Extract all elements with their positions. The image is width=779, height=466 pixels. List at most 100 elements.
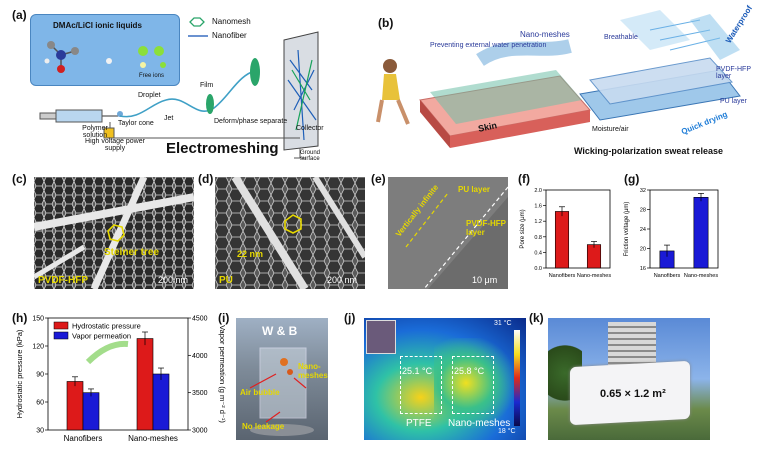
deform-label: Deform/phase separate bbox=[214, 118, 288, 125]
x-tick-label: Nanofibers bbox=[549, 273, 576, 279]
taylor-cone-label: Taylor cone bbox=[118, 120, 154, 127]
panel-label-c: (c) bbox=[12, 172, 27, 186]
panel-label-g: (g) bbox=[624, 172, 640, 186]
panel-label-f: (f) bbox=[518, 172, 530, 186]
panel-label-h: (h) bbox=[12, 311, 28, 325]
polymer-solution-label: Polymer solution bbox=[82, 125, 108, 139]
cross-section-texture bbox=[388, 177, 508, 289]
legend-swatch bbox=[53, 321, 69, 330]
inset-photo bbox=[366, 320, 396, 354]
material-label-c: PVDF-HFP bbox=[38, 275, 88, 286]
wicking-caption: Wicking-polarization sweat release bbox=[574, 146, 723, 156]
temp-min: 18 °C bbox=[498, 428, 516, 435]
panel-label-k: (k) bbox=[529, 311, 544, 325]
jet-label: Jet bbox=[164, 115, 174, 122]
y-tick-label: 30 bbox=[36, 428, 44, 435]
preventing-label: Preventing external water penetration bbox=[430, 42, 547, 49]
wb-title: W & B bbox=[262, 324, 298, 338]
mesh-texture-c bbox=[34, 177, 194, 289]
bar-hydrostatic-pressure bbox=[136, 338, 154, 431]
y-tick-label: 2.0 bbox=[534, 188, 542, 194]
temp-max: 31 °C bbox=[494, 320, 512, 327]
y-tick-label: 20 bbox=[640, 247, 646, 253]
y2-tick-label: 4500 bbox=[192, 316, 208, 323]
ptfe-sample-box bbox=[400, 356, 442, 414]
y2-tick-label: 3000 bbox=[192, 428, 208, 435]
color-scale bbox=[514, 330, 520, 426]
moisture-label: Moisture/air bbox=[592, 126, 629, 133]
sem-image-e: Vertically infinite PU layer PVDF-HFP la… bbox=[388, 177, 508, 289]
ionic-liquid-inset: DMAc/LiCl ionic liquids Free ions bbox=[30, 14, 180, 86]
pore-size-chart: 0.0 0.4 0.8 1.2 1.6 2.0 Nanofibers Nano-meshes P… bbox=[520, 188, 611, 279]
x-tick-label: Nano-meshes bbox=[128, 434, 178, 443]
nanofiber-icon bbox=[188, 35, 208, 37]
panel-label-e: (e) bbox=[371, 172, 386, 186]
breathable-label: Breathable bbox=[604, 34, 638, 41]
legend-nanofiber: Nanofiber bbox=[212, 31, 247, 40]
chart-h: 30 60 90 120 150 3000 3500 4000 4500 Nanofibers Na… bbox=[14, 312, 227, 452]
bar-vapor-permeation bbox=[82, 392, 100, 431]
y-tick-label: 1.6 bbox=[534, 204, 542, 210]
mesh-texture-d bbox=[215, 177, 365, 289]
y-axis-label: Pore size (μm) bbox=[520, 209, 526, 248]
plot-frame bbox=[545, 189, 611, 269]
sem-image-c: Steiner tree PVDF-HFP 200 nm bbox=[34, 177, 194, 289]
free-ions-label: Free ions bbox=[139, 73, 165, 79]
nanomesh-icon bbox=[189, 17, 205, 27]
electromeshing-diagram bbox=[39, 31, 319, 159]
bar-vapor-permeation bbox=[152, 373, 170, 431]
panel-label-a: (a) bbox=[12, 8, 27, 22]
y-tick-label: 16 bbox=[640, 266, 646, 272]
y-tick-label: 1.2 bbox=[534, 219, 542, 225]
pvdf-layer-label-e: PVDF-HFP layer bbox=[466, 219, 506, 237]
nanomesh-sample-box bbox=[452, 356, 494, 414]
y-axis-label: Hydrostatic pressure (kPa) bbox=[15, 329, 24, 418]
beaker-illustration bbox=[249, 347, 314, 436]
panel-a: (a) DMAc/LiCl ionic liquids Free ions Na… bbox=[0, 0, 330, 165]
trend-arrow bbox=[85, 340, 129, 365]
y-tick-label: 0.0 bbox=[534, 266, 542, 272]
legend-nanomesh: Nanomesh bbox=[212, 17, 251, 26]
hydrostatic-vapor-chart: 30 60 90 120 150 3000 3500 4000 4500 Nanofibers Na… bbox=[15, 316, 227, 444]
bar-nano-meshes bbox=[586, 244, 602, 269]
y-tick-label: 0.8 bbox=[534, 235, 542, 241]
y2-tick-label: 4000 bbox=[192, 353, 208, 360]
film-label: Film bbox=[200, 82, 214, 89]
y-tick-label: 90 bbox=[36, 372, 44, 379]
legend-label: Hydrostatic pressure bbox=[72, 322, 141, 331]
scale-bar-c: 200 nm bbox=[158, 275, 189, 285]
fiber-diameter-label: 22 nm bbox=[237, 249, 264, 259]
hv-supply-label: High voltage power supply bbox=[85, 138, 145, 152]
y-axis-label: Friction voltage (μm) bbox=[624, 202, 630, 257]
panel-label-b: (b) bbox=[378, 16, 394, 30]
material-label-d: PU bbox=[219, 275, 233, 286]
bar-nanofibers bbox=[554, 211, 570, 269]
electromeshing-title: Electromeshing bbox=[166, 140, 279, 157]
y-tick-label: 32 bbox=[640, 188, 646, 194]
ptfe-label: PTFE bbox=[406, 418, 432, 429]
x-tick-label: Nanofibers bbox=[64, 434, 103, 443]
y2-axis-label: Vapor permeation (g m⁻² d⁻¹) bbox=[218, 325, 226, 423]
molecule-icon bbox=[44, 41, 166, 73]
membrane-size-label: 0.65 × 1.2 m² bbox=[600, 388, 666, 400]
air-bubble-label: Air bubble bbox=[240, 388, 280, 397]
photo-i: W & B Air bubble Nano-meshes No leakage bbox=[236, 318, 328, 440]
friction-voltage-chart: 16 20 24 28 32 Nanofibers Nano-meshes Friction … bbox=[624, 188, 719, 279]
nanomesh-label-j: Nano-meshes bbox=[448, 418, 511, 429]
y-tick-label: 60 bbox=[36, 400, 44, 407]
collector-label: Collector bbox=[296, 125, 324, 132]
nanomeshes-label-i: Nano-meshes bbox=[298, 362, 328, 380]
panel-b: (b) Preventing external water penetratio… bbox=[360, 0, 779, 165]
y2-tick-label: 3500 bbox=[192, 390, 208, 397]
panel-label-d: (d) bbox=[198, 172, 214, 186]
panel-label-i: (i) bbox=[218, 311, 230, 325]
scale-bar-d: 200 nm bbox=[327, 275, 358, 285]
nanomeshes-label-b: Nano-meshes bbox=[520, 30, 570, 39]
y-tick-label: 120 bbox=[32, 344, 44, 351]
sem-image-d: 22 nm PU 200 nm bbox=[215, 177, 365, 289]
y-tick-label: 150 bbox=[32, 316, 44, 323]
chart-f: 0.0 0.4 0.8 1.2 1.6 2.0 Nanofibers Nano-meshes P… bbox=[516, 180, 616, 290]
ptfe-temp: 25.1 °C bbox=[402, 366, 433, 376]
x-tick-label: Nano-meshes bbox=[684, 273, 718, 279]
photo-k: 0.65 × 1.2 m² bbox=[548, 318, 710, 440]
